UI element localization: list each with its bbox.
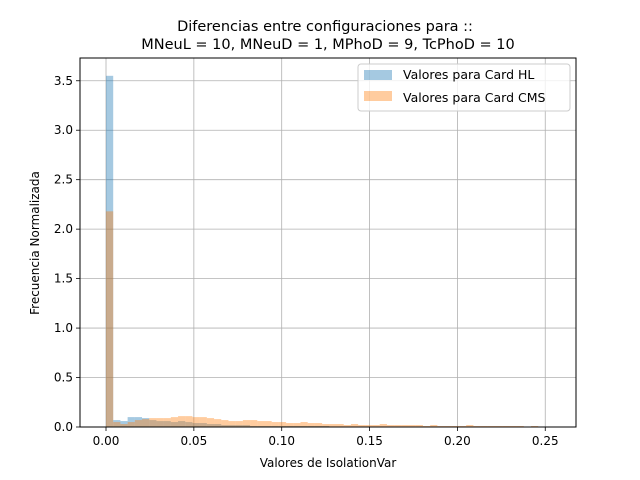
histogram-bar: [127, 417, 135, 427]
legend: Valores para Card HL Valores para Card C…: [357, 63, 571, 112]
legend-swatch-card-hl: [364, 70, 392, 80]
histogram-bar: [372, 425, 380, 427]
histogram-bar: [466, 425, 474, 427]
histogram-bar: [120, 421, 128, 427]
histogram-bar: [199, 417, 207, 427]
histogram-bar: [271, 422, 279, 427]
histogram-bar: [286, 423, 294, 427]
histogram-bar: [408, 425, 416, 427]
histogram-bar: [106, 75, 114, 427]
histogram-bar: [206, 418, 215, 427]
histogram-bar: [401, 425, 409, 427]
x-tick-label: 0.25: [532, 434, 559, 448]
histogram-bar: [199, 423, 207, 427]
histogram-bar: [379, 424, 387, 427]
series-0: [106, 75, 395, 427]
histogram-bar: [430, 425, 438, 427]
histogram-bar: [142, 418, 150, 427]
histogram-bar: [300, 422, 308, 427]
chart-title-line-2: MNeuL = 10, MNeuD = 1, MPhoD = 9, TcPhoD…: [141, 37, 514, 53]
y-axis-label: Frecuencia Normalizada: [28, 171, 42, 315]
histogram-bar: [163, 418, 171, 427]
legend-swatch-card-cms: [364, 91, 392, 101]
legend-box: [357, 63, 571, 112]
histogram-bar: [142, 419, 150, 427]
histogram-bar: [221, 425, 229, 427]
histogram-bar: [221, 420, 229, 427]
y-tick-label: 1.5: [54, 272, 73, 286]
y-tick-label: 1.0: [54, 321, 73, 335]
y-tick-label: 0.0: [54, 420, 73, 434]
x-tick-label: 0.20: [444, 434, 471, 448]
histogram-bar: [307, 423, 315, 427]
histogram-bar: [235, 421, 243, 427]
histogram-bar: [192, 423, 200, 427]
histogram-bar: [358, 425, 366, 427]
y-tick-label: 2.5: [54, 173, 73, 187]
histogram-bar: [106, 211, 114, 427]
histogram-bar: [343, 425, 351, 427]
histogram-bar: [386, 425, 395, 427]
histogram-bar: [134, 417, 143, 427]
x-tick-label: 0.00: [93, 434, 120, 448]
histogram-bar: [242, 425, 251, 427]
histogram-bar: [178, 421, 186, 427]
histogram-bar: [214, 419, 222, 427]
x-tick-label: 0.05: [180, 434, 207, 448]
histogram-bar: [257, 421, 265, 427]
ticks: 0.00 0.05 0.10 0.15 0.20 0.25 0.0 0.5 1.0 1.5 2.0 2…: [54, 74, 559, 448]
y-tick-label: 0.5: [54, 371, 73, 385]
y-tick-label: 2.0: [54, 222, 73, 236]
histogram-bar: [113, 422, 121, 427]
histogram-bar: [250, 420, 258, 427]
x-tick-label: 0.10: [268, 434, 295, 448]
histogram-bar: [322, 424, 330, 427]
series-1: [106, 211, 553, 427]
chart-title-line-1: Diferencias entre configuraciones para :…: [177, 19, 473, 35]
histogram-bar: [156, 421, 164, 427]
histogram-bar: [264, 421, 272, 427]
histogram-bar: [170, 417, 179, 427]
histogram-bar: [329, 424, 337, 427]
histogram-bar: [134, 420, 143, 427]
histogram-bar: [242, 420, 251, 427]
y-tick-label: 3.5: [54, 74, 73, 88]
histogram-bar: [228, 421, 236, 427]
histogram-bar: [192, 417, 200, 427]
histogram-bar: [336, 424, 344, 427]
histogram-bar: [394, 425, 402, 427]
bars: [106, 75, 553, 427]
histogram-bar: [120, 424, 128, 427]
histogram-bar: [293, 423, 301, 427]
histogram-bar: [149, 418, 157, 427]
histogram-bar: [149, 420, 157, 427]
histogram-bar: [185, 422, 193, 427]
x-tick-label: 0.15: [356, 434, 383, 448]
histogram-bar: [278, 422, 287, 427]
histogram-bar: [415, 425, 423, 427]
histogram-bar: [163, 421, 171, 427]
histogram-bar: [228, 425, 236, 427]
grid: [80, 58, 576, 428]
plot-frame: [79, 57, 577, 428]
histogram-bar: [206, 424, 215, 427]
histogram-bar: [214, 424, 222, 427]
histogram-bar: [350, 424, 359, 427]
legend-label-card-cms: Valores para Card CMS: [403, 90, 545, 105]
legend-label-card-hl: Valores para Card HL: [403, 67, 534, 82]
histogram-bar: [170, 422, 179, 427]
histogram-bar: [235, 425, 243, 427]
y-tick-label: 3.0: [54, 123, 73, 137]
x-axis-label: Valores de IsolationVar: [260, 456, 397, 470]
histogram-bar: [178, 416, 186, 427]
histogram-bar: [365, 425, 373, 427]
histogram-bar: [113, 420, 121, 427]
histogram-bar: [314, 423, 323, 427]
histogram-bar: [156, 418, 164, 427]
histogram-bar: [185, 416, 193, 427]
histogram-bar: [127, 422, 135, 427]
